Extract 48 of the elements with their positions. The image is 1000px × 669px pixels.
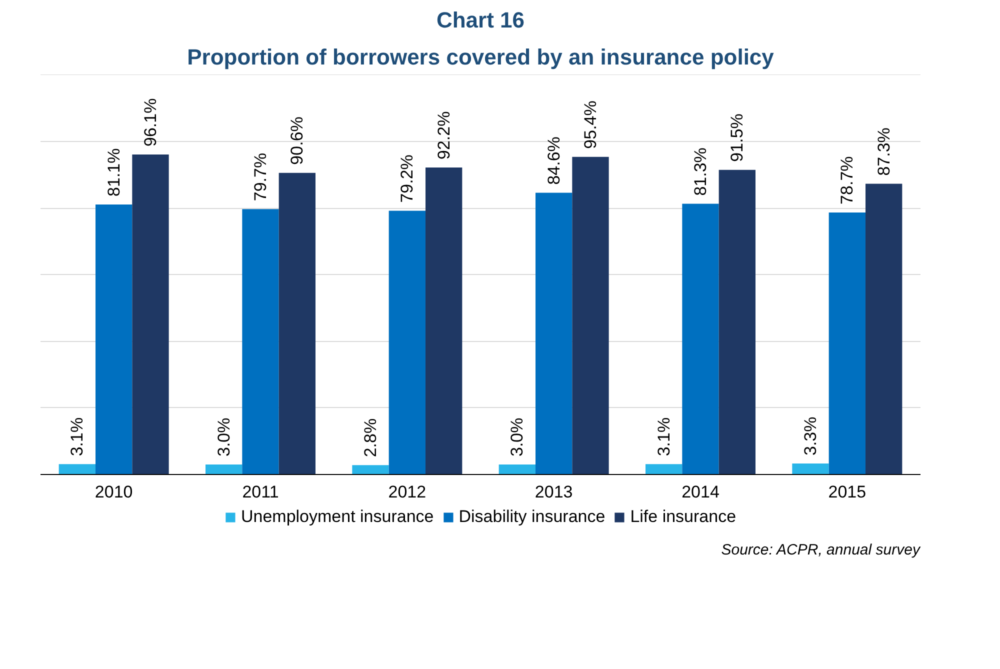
bar bbox=[536, 192, 572, 474]
bar bbox=[498, 464, 536, 474]
bar bbox=[96, 204, 132, 474]
chart-title: Chart 16 bbox=[436, 8, 525, 32]
bar bbox=[388, 210, 426, 474]
x-tick-label: 2015 bbox=[828, 482, 866, 502]
bar bbox=[646, 464, 682, 474]
data-label: 92.2% bbox=[434, 111, 454, 160]
data-label: 87.3% bbox=[874, 128, 894, 176]
x-tick-label: 2014 bbox=[682, 482, 720, 502]
legend-label: Disability insurance bbox=[458, 507, 606, 527]
data-label: 91.5% bbox=[728, 114, 747, 162]
bar bbox=[828, 212, 866, 474]
data-label: 78.7% bbox=[838, 156, 857, 204]
bar bbox=[206, 464, 242, 474]
data-label: 2.8% bbox=[361, 418, 380, 458]
x-tick-label: 2012 bbox=[388, 482, 426, 502]
data-label: 3.1% bbox=[654, 417, 674, 456]
bar bbox=[572, 156, 609, 474]
bar bbox=[426, 167, 462, 474]
source-note: Source: ACPR, annual survey bbox=[721, 542, 922, 558]
bar bbox=[352, 465, 389, 474]
data-label: 79.2% bbox=[398, 154, 417, 203]
bar bbox=[866, 184, 902, 474]
x-tick-label: 2013 bbox=[534, 482, 573, 502]
bar bbox=[718, 170, 756, 474]
data-label: 3.1% bbox=[68, 417, 87, 456]
data-label: 84.6% bbox=[544, 136, 564, 185]
data-label: 3.0% bbox=[214, 418, 234, 457]
data-label: 96.1% bbox=[141, 98, 160, 146]
bar bbox=[58, 464, 96, 474]
bar bbox=[278, 172, 316, 474]
data-label: 90.6% bbox=[288, 116, 307, 165]
bar bbox=[132, 154, 169, 474]
legend-label: Life insurance bbox=[630, 507, 736, 527]
data-label: 3.0% bbox=[508, 418, 527, 457]
bar bbox=[682, 204, 719, 474]
x-tick-label: 2011 bbox=[242, 482, 279, 502]
legend-label: Unemployment insurance bbox=[240, 507, 434, 527]
data-label: 79.7% bbox=[251, 152, 270, 202]
bar bbox=[792, 464, 829, 474]
data-label: 81.3% bbox=[691, 148, 710, 196]
chart-subtitle: Proportion of borrowers covered by an insurance policy bbox=[187, 44, 775, 70]
x-tick-label: 2010 bbox=[94, 482, 133, 502]
bar bbox=[242, 209, 279, 474]
data-label: 95.4% bbox=[581, 100, 600, 149]
data-label: 81.1% bbox=[104, 148, 124, 196]
data-label: 3.3% bbox=[801, 416, 820, 456]
